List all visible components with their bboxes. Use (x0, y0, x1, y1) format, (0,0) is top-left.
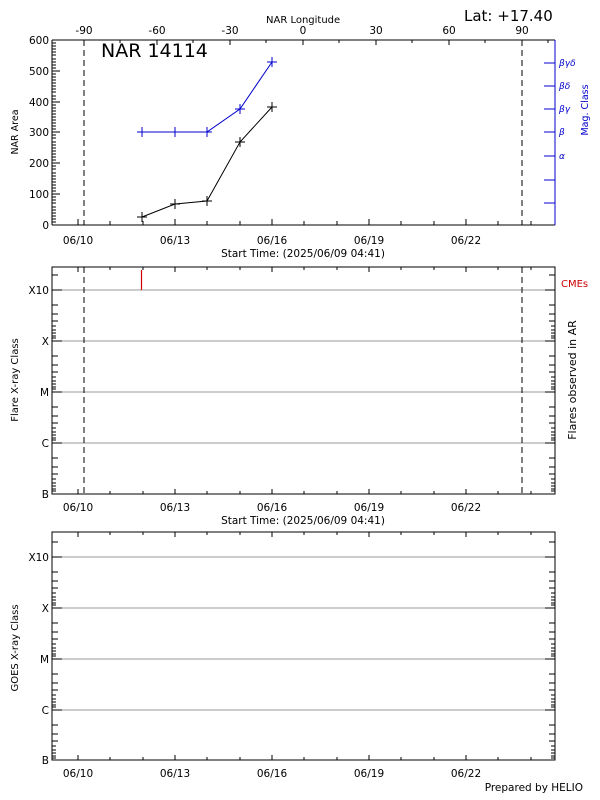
lon-tick: 90 (515, 25, 528, 37)
y-tick: 400 (29, 97, 49, 109)
lon-tick: 0 (300, 25, 307, 37)
y-tick: B (42, 489, 49, 501)
y-axis-label: Flare X-ray Class (10, 338, 21, 422)
x-tick: 06/19 (354, 502, 384, 514)
x-tick: 06/22 (451, 235, 481, 247)
y-tick: B (42, 755, 49, 767)
y-tick: X10 (28, 552, 49, 564)
lon-tick: -60 (148, 25, 165, 37)
cme-legend: CMEs (561, 279, 588, 290)
x-tick: 06/10 (63, 235, 93, 247)
lon-tick: -30 (221, 25, 238, 37)
x-tick: 06/10 (63, 502, 93, 514)
y-tick: 600 (29, 35, 49, 47)
y-axis-label: NAR Area (10, 109, 21, 154)
x-tick: 06/13 (160, 235, 190, 247)
y-tick: 0 (42, 220, 49, 232)
area-xticks: 06/10 06/13 06/16 06/19 06/22 (63, 235, 481, 247)
top-axis-label: NAR Longitude (266, 15, 340, 26)
x-axis-label: Start Time: (2025/06/09 04:41) (221, 248, 385, 260)
y-tick: 200 (29, 158, 49, 170)
y2-axis-label: Mag. Class (580, 84, 591, 135)
goes-yticks: X10 X M C B (28, 552, 49, 767)
x-tick: 06/10 (63, 768, 93, 780)
y-tick: M (40, 654, 49, 666)
y-tick: M (40, 387, 49, 399)
mag-tick: βγδ (558, 59, 576, 69)
y-tick: C (42, 705, 49, 717)
x-tick: 06/13 (160, 502, 190, 514)
x-tick: 06/16 (257, 502, 288, 514)
latitude-label: Lat: +17.40 (464, 7, 553, 25)
footer-credit: Prepared by HELIO (485, 782, 583, 794)
area-yticks: 0 100 200 300 400 500 600 (29, 35, 49, 232)
y-tick: C (42, 438, 49, 450)
goes-xticks: 06/10 06/13 06/16 06/19 06/22 (63, 768, 481, 780)
x-tick: 06/22 (451, 768, 481, 780)
mag-tick: β (558, 128, 565, 138)
magclass-series (137, 57, 277, 137)
lon-tick: 60 (442, 25, 455, 37)
goes-panel: X10 X M C B GOES X-ray Class 06/10 06/13… (10, 531, 583, 794)
x-tick: 06/19 (354, 235, 384, 247)
magclass-yticks: βγδ βδ βγ β α (558, 59, 576, 162)
lon-tick: 30 (369, 25, 382, 37)
y-tick: X (42, 336, 49, 348)
mag-tick: βγ (558, 105, 571, 115)
longitude-ticks: -90 -60 -30 0 30 60 90 (75, 25, 528, 37)
lon-tick: -90 (75, 25, 92, 37)
flare-yticks: X10 X M C B (28, 285, 49, 501)
y-tick: X (42, 603, 49, 615)
flare-xticks: 06/10 06/13 06/16 06/19 06/22 (63, 502, 481, 514)
y-tick: X10 (28, 285, 49, 297)
x-axis-label: Start Time: (2025/06/09 04:41) (221, 515, 385, 527)
x-tick: 06/16 (257, 768, 288, 780)
area-panel: NAR Longitude Lat: +17.40 -90 -60 -30 0 … (10, 7, 591, 260)
y-tick: 500 (29, 66, 49, 78)
y-axis-label: GOES X-ray Class (10, 604, 21, 691)
y-tick: 100 (29, 189, 49, 201)
flare-panel: X10 X M C B Flare X-ray Class Flares obs… (10, 266, 588, 527)
x-tick: 06/19 (354, 768, 384, 780)
mag-tick: α (559, 152, 565, 162)
x-tick: 06/16 (257, 235, 288, 247)
y2-axis-label: Flares observed in AR (566, 320, 579, 440)
mag-tick: βδ (558, 82, 571, 92)
region-title: NAR 14114 (101, 40, 208, 62)
x-tick: 06/22 (451, 502, 481, 514)
area-series (137, 102, 277, 222)
y-tick: 300 (29, 127, 49, 139)
x-tick: 06/13 (160, 768, 190, 780)
